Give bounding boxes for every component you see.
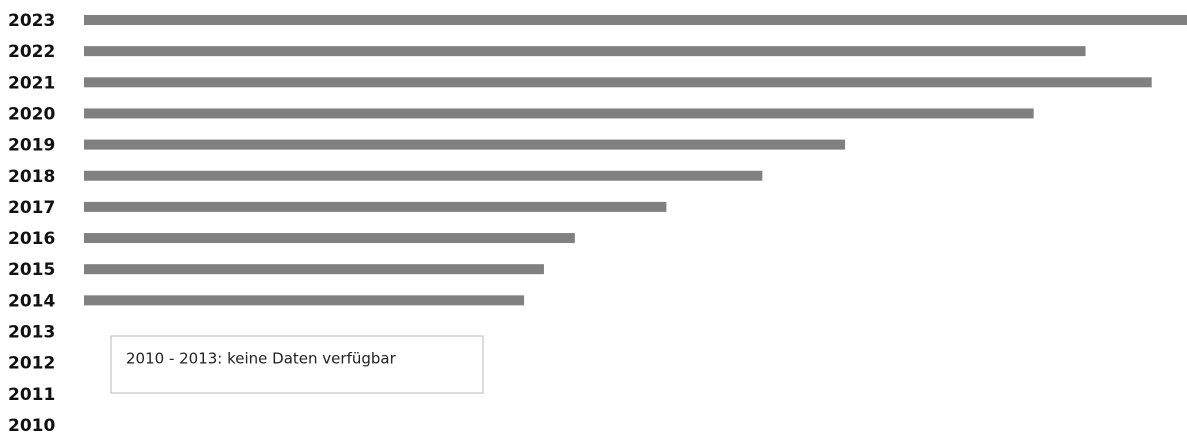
bar <box>84 139 846 150</box>
bar <box>84 170 763 181</box>
bar <box>84 264 544 275</box>
y-tick-label: 2022 <box>8 42 55 62</box>
bar <box>84 46 1086 57</box>
y-tick-label: 2011 <box>8 385 55 405</box>
y-tick-label: 2019 <box>8 136 55 156</box>
y-tick-label: 2021 <box>8 73 55 93</box>
y-tick-label: 2020 <box>8 104 55 124</box>
y-tick-label: 2016 <box>8 229 55 249</box>
y-tick-label: 2018 <box>8 167 55 187</box>
y-tick-label: 2012 <box>8 354 55 374</box>
y-tick-label: 2017 <box>8 198 55 218</box>
bar <box>84 77 1152 88</box>
bar <box>84 201 667 212</box>
bar <box>84 295 525 306</box>
y-tick-label: 2015 <box>8 260 55 280</box>
y-tick-label: 2014 <box>8 291 55 311</box>
annotation: 2010 - 2013: keine Daten verfügbar <box>126 350 397 368</box>
y-tick-label: 2023 <box>8 11 55 31</box>
bar <box>84 108 1034 119</box>
bar <box>84 233 575 244</box>
y-tick-label: 2010 <box>8 416 55 435</box>
annotation-box <box>110 335 484 394</box>
bar <box>84 15 1187 25</box>
y-tick-label: 2013 <box>8 323 55 343</box>
